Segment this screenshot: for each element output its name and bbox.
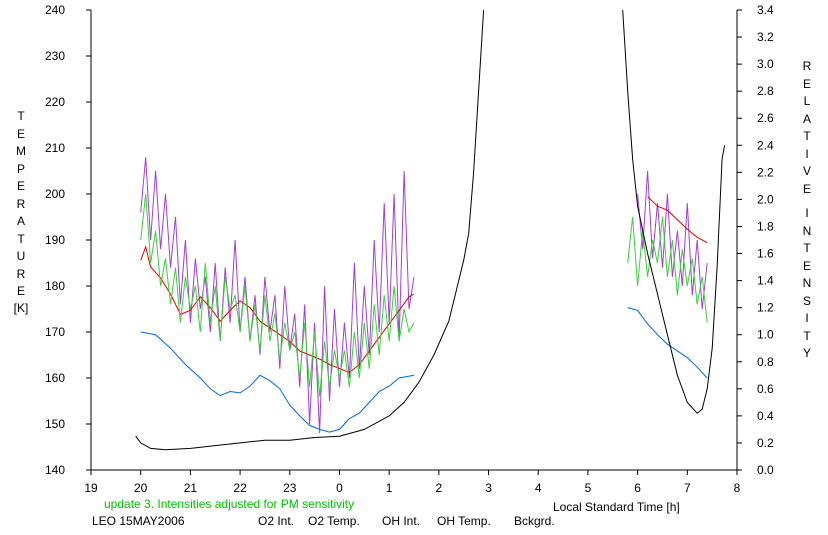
right-tick-label: 1.2 — [757, 301, 774, 315]
right-axis-ticks: 0.0 0.2 0.4 0.6 0.8 1.0 1.2 1.4 1.6 1.8 2.0 2.2 2.4 2… — [737, 3, 774, 477]
axis-label-letter: M — [16, 144, 26, 158]
x-tick-label: 22 — [233, 481, 247, 495]
legend-o2-int: O2 Int. — [258, 514, 295, 528]
right-tick-label: 0.6 — [757, 382, 774, 396]
axis-label-letter: I — [805, 206, 809, 220]
x-tick-label: 21 — [184, 481, 198, 495]
x-tick-label: 1 — [386, 481, 393, 495]
right-tick-label: 0.4 — [757, 409, 774, 423]
right-tick-label: 0.8 — [757, 355, 774, 369]
right-tick-label: 2.2 — [757, 165, 774, 179]
axis-label-letter: U — [16, 249, 26, 263]
left-axis-unit: [K] — [13, 301, 29, 315]
axis-label-letter: A — [16, 214, 25, 228]
axis-label-letter: T — [803, 328, 811, 343]
series-line-o2-int — [140, 307, 708, 433]
axis-label-letter: E — [16, 284, 25, 298]
left-tick-label: 160 — [45, 371, 65, 385]
axis-label-letter: E — [16, 126, 25, 141]
series-line-oh-temp — [140, 193, 708, 397]
axis-label-letter: T — [803, 241, 811, 255]
legend-oh-int: OH Int. — [382, 514, 421, 528]
left-tick-label: 210 — [45, 141, 65, 155]
legend-oh-temp: OH Temp. — [437, 514, 491, 528]
right-tick-label: 1.0 — [757, 328, 774, 342]
right-tick-label: 3.0 — [757, 57, 774, 71]
x-tick-label: 7 — [684, 481, 691, 495]
right-tick-label: 2.8 — [757, 84, 774, 98]
x-tick-label: 3 — [485, 481, 492, 495]
left-tick-label: 200 — [45, 187, 65, 201]
left-tick-label: 180 — [45, 279, 65, 293]
x-tick-label: 23 — [283, 481, 297, 495]
x-tick-label: 19 — [84, 481, 98, 495]
left-tick-label: 170 — [45, 325, 65, 339]
axis-label-letter: I — [805, 311, 809, 325]
plot-area — [135, 9, 726, 451]
chart-note: update 3. Intensities adjusted for PM se… — [104, 497, 355, 511]
left-tick-label: 240 — [45, 3, 65, 17]
axis-label-letter: R — [16, 196, 26, 211]
left-tick-label: 220 — [45, 95, 65, 109]
axis-label-letter: N — [802, 223, 812, 238]
left-tick-label: 230 — [45, 49, 65, 63]
right-tick-label: 2.0 — [757, 192, 774, 206]
left-tick-label: 140 — [45, 463, 65, 477]
axes — [90, 10, 738, 471]
x-tick-label: 4 — [535, 481, 542, 495]
right-tick-label: 0.2 — [757, 436, 774, 450]
axis-label-letter: E — [802, 181, 811, 196]
left-axis-ticks: 140 150 160 170 180 190 200 210 220 230 240 — [45, 3, 91, 477]
axis-label-letter: T — [17, 109, 25, 123]
x-tick-label: 6 — [634, 481, 641, 495]
series-line-oh-int — [140, 196, 708, 374]
x-tick-label: 8 — [734, 481, 741, 495]
axis-label-letter: T — [803, 129, 811, 143]
x-tick-label: 20 — [134, 481, 148, 495]
right-tick-label: 1.6 — [757, 247, 774, 261]
left-tick-label: 150 — [45, 417, 65, 431]
right-tick-label: 3.2 — [757, 30, 774, 44]
axis-label-letter: A — [802, 111, 811, 126]
right-tick-label: 1.4 — [757, 274, 774, 288]
axis-label-letter: N — [802, 276, 812, 290]
series-line-o2-temp — [140, 157, 708, 434]
right-tick-label: 1.8 — [757, 219, 774, 233]
x-tick-label: 2 — [436, 481, 443, 495]
series-line-bckgrd — [135, 9, 726, 451]
x-axis-title: Local Standard Time [h] — [553, 500, 680, 514]
axis-label-letter: V — [802, 164, 811, 178]
x-tick-label: 0 — [336, 481, 343, 495]
left-tick-label: 190 — [45, 233, 65, 247]
legend-o2-temp: O2 Temp. — [308, 514, 360, 528]
right-tick-label: 0.0 — [757, 463, 774, 477]
axis-label-letter: Y — [802, 346, 811, 360]
axis-label-letter: S — [802, 293, 811, 308]
right-tick-label: 3.4 — [757, 3, 774, 17]
legend-bckgrd: Bckgrd. — [514, 514, 555, 528]
right-tick-label: 2.4 — [757, 138, 774, 152]
right-tick-label: 2.6 — [757, 111, 774, 125]
axis-label-letter: P — [16, 161, 25, 176]
axis-label-letter: L — [803, 94, 811, 108]
axis-label-letter: R — [16, 266, 26, 281]
x-tick-label: 5 — [585, 481, 592, 495]
axis-label-letter: E — [802, 258, 811, 273]
axis-label-letter: E — [16, 179, 25, 193]
x-axis-ticks: 19 20 21 22 23 0 1 2 3 4 5 6 7 8 — [84, 470, 741, 495]
station-label: LEO 15MAY2006 — [92, 514, 185, 528]
axis-label-letter: I — [805, 146, 809, 161]
axis-label-letter: E — [802, 76, 811, 91]
axis-label-letter: R — [802, 59, 812, 73]
axis-label-letter: T — [17, 231, 25, 246]
